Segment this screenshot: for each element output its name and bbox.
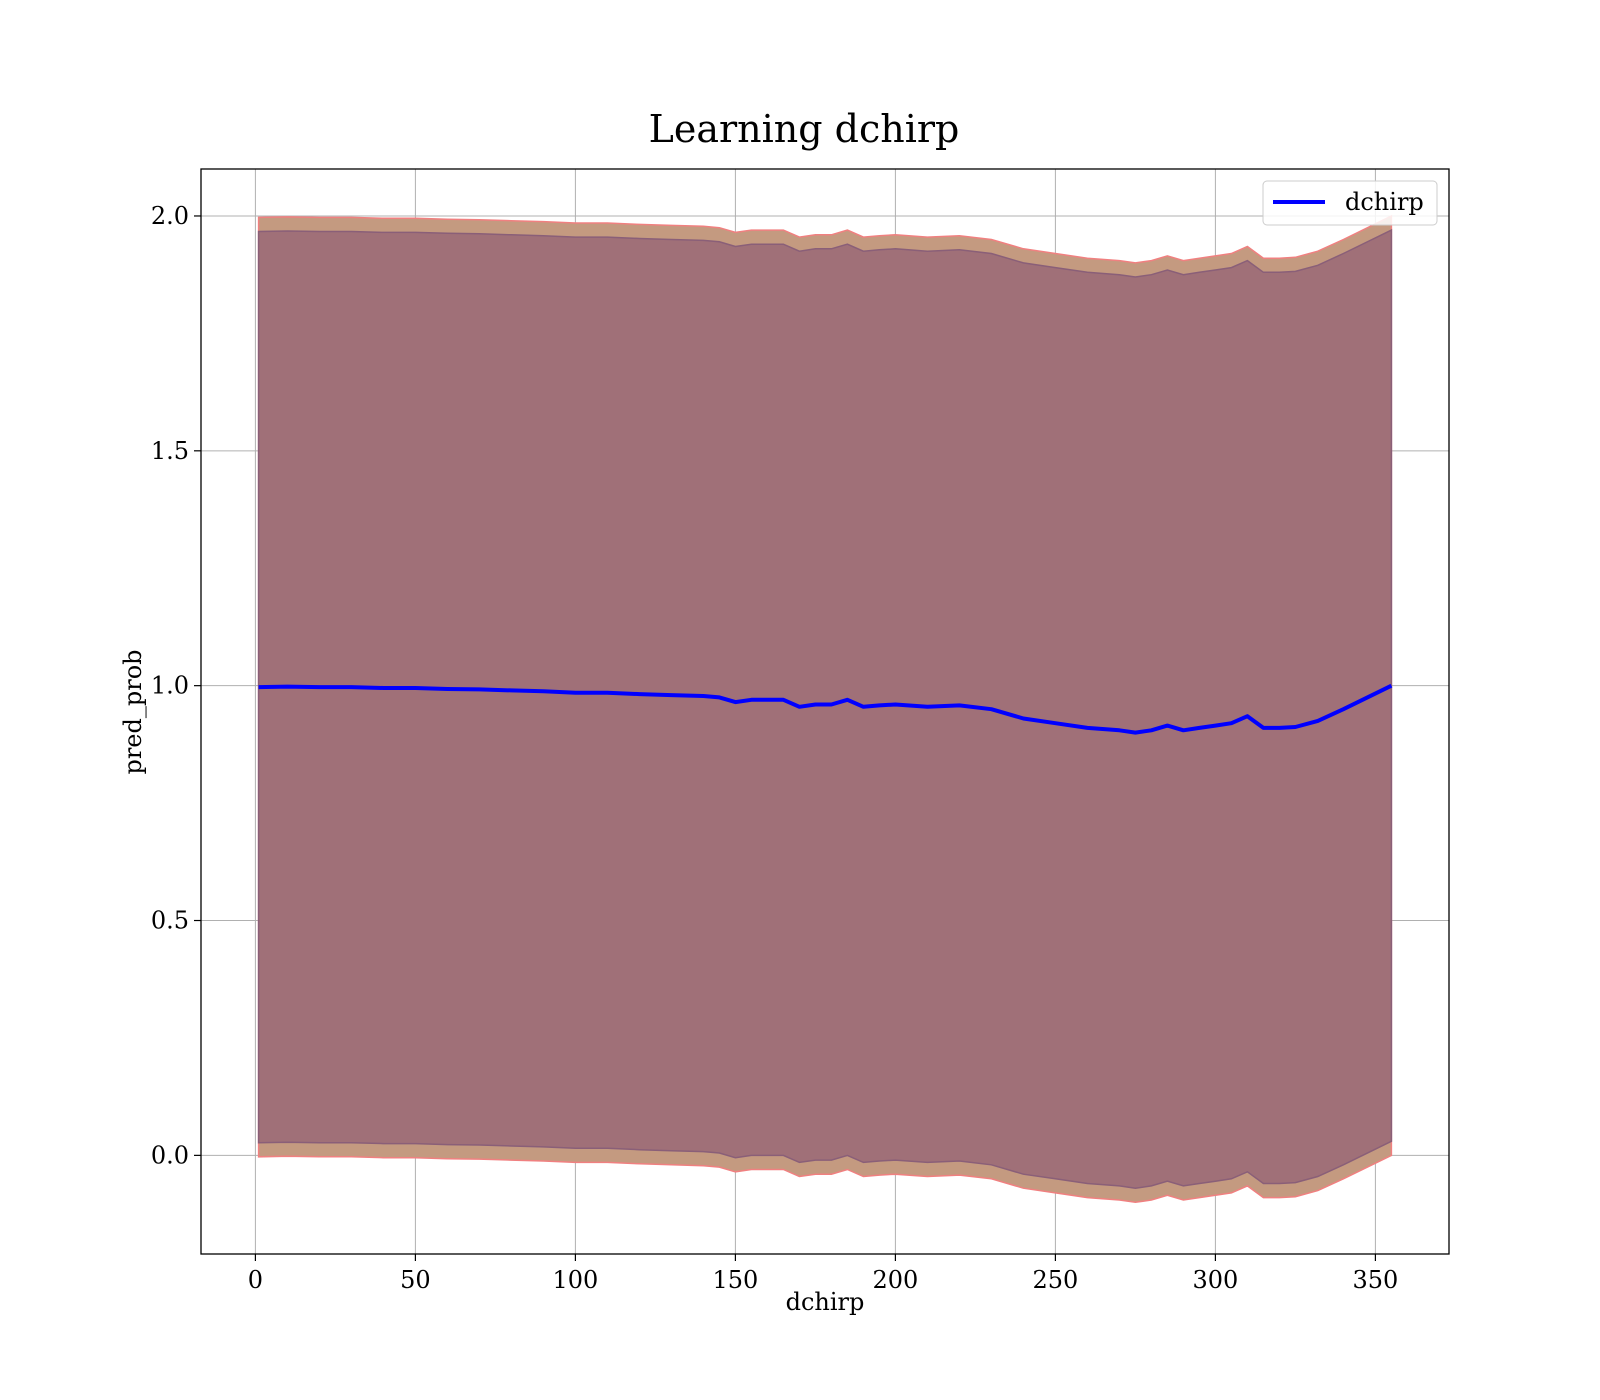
chart-title: Learning dchirp (649, 107, 960, 151)
y-tick-label: 0.0 (151, 1141, 189, 1169)
y-axis-label: pred_prob (119, 649, 147, 774)
x-tick-label: 250 (1032, 1266, 1078, 1294)
y-axis-ticks: 0.0 0.5 1.0 1.5 2.0 (151, 202, 201, 1169)
x-tick-label: 350 (1352, 1266, 1398, 1294)
x-tick-label: 200 (872, 1266, 918, 1294)
legend-label-dchirp: dchirp (1345, 188, 1424, 216)
legend: dchirp (1262, 180, 1438, 226)
x-axis-label: dchirp (786, 1288, 865, 1316)
x-tick-label: 100 (552, 1266, 598, 1294)
series-line-dchirp (258, 683, 1393, 735)
x-tick-label: 150 (712, 1266, 758, 1294)
x-tick-label: 300 (1192, 1266, 1238, 1294)
y-tick-label: 2.0 (151, 202, 189, 230)
y-tick-label: 0.5 (151, 907, 189, 935)
x-tick-label: 50 (400, 1266, 431, 1294)
legend-box (1262, 180, 1438, 226)
confidence-bands (257, 214, 1393, 1204)
x-tick-label: 0 (248, 1266, 263, 1294)
y-tick-label: 1.0 (151, 672, 189, 700)
y-tick-label: 1.5 (151, 437, 189, 465)
plot-area-frame (200, 168, 1450, 1255)
x-axis-ticks: 0 50 100 150 200 250 300 350 (248, 1254, 1398, 1294)
series-lines (258, 683, 1393, 735)
confidence-band-2 (257, 228, 1393, 1189)
